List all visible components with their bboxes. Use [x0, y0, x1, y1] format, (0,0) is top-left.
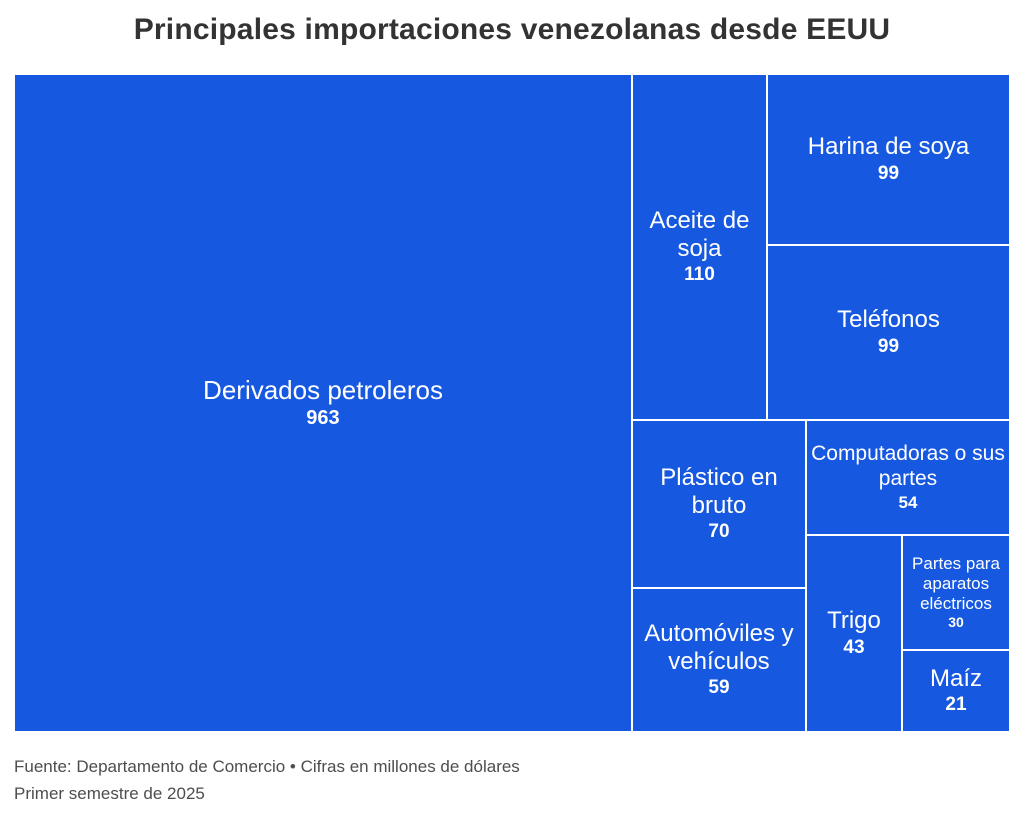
- treemap-cell-value: 54: [898, 492, 918, 512]
- treemap-cell[interactable]: Maíz 21: [902, 650, 1010, 732]
- treemap-cell-label: Automóviles y vehículos: [644, 619, 794, 676]
- treemap-cell[interactable]: Harina de soya 99: [766, 74, 1010, 245]
- treemap-cell[interactable]: Trigo 43: [805, 535, 902, 732]
- treemap-cell-label: Maíz: [929, 664, 982, 692]
- treemap-cell-value: 21: [945, 694, 967, 716]
- chart-title: Principales importaciones venezolanas de…: [133, 13, 891, 46]
- period-note: Primer semestre de 2025: [14, 784, 205, 804]
- treemap-cell[interactable]: Plástico en bruto 70: [631, 420, 806, 588]
- treemap-cell[interactable]: Aceite de soja 110: [631, 74, 767, 420]
- treemap-cell-label: Teléfonos: [837, 306, 940, 334]
- treemap-cell-label: Plástico en bruto: [660, 463, 778, 520]
- treemap: Derivados petroleros 963 Aceite de soja 110…: [14, 74, 1010, 732]
- treemap-cell-value: 70: [708, 521, 730, 543]
- treemap-cell-label: Derivados petroleros: [203, 375, 443, 406]
- treemap-cell-label: Aceite de soja: [649, 206, 750, 263]
- treemap-cell[interactable]: Teléfonos 99: [766, 245, 1010, 420]
- treemap-cell-value: 30: [948, 613, 964, 630]
- treemap-cell-value: 963: [306, 406, 340, 429]
- treemap-cell-label: Partes para aparatos eléctricos: [912, 553, 1000, 613]
- treemap-cell-label: Computadoras o sus partes: [811, 442, 1005, 490]
- treemap-cell[interactable]: Derivados petroleros 963: [14, 74, 632, 732]
- treemap-cell-value: 59: [708, 677, 730, 699]
- source-note: Fuente: Departamento de Comercio • Cifra…: [14, 757, 520, 776]
- treemap-cell[interactable]: Computadoras o sus partes 54: [805, 420, 1010, 535]
- treemap-cell-value: 99: [877, 162, 900, 184]
- treemap-cell[interactable]: Partes para aparatos eléctricos 30: [902, 535, 1010, 650]
- treemap-cell-value: 99: [877, 335, 900, 357]
- treemap-cell-value: 43: [843, 636, 865, 658]
- treemap-cell-label: Trigo: [827, 607, 881, 635]
- treemap-cell-label: Harina de soya: [807, 133, 970, 161]
- chart-footer: Fuente: Departamento de Comercio • Cifra…: [14, 753, 1010, 807]
- treemap-cell[interactable]: Automóviles y vehículos 59: [631, 588, 806, 732]
- treemap-cell-value: 110: [684, 264, 715, 286]
